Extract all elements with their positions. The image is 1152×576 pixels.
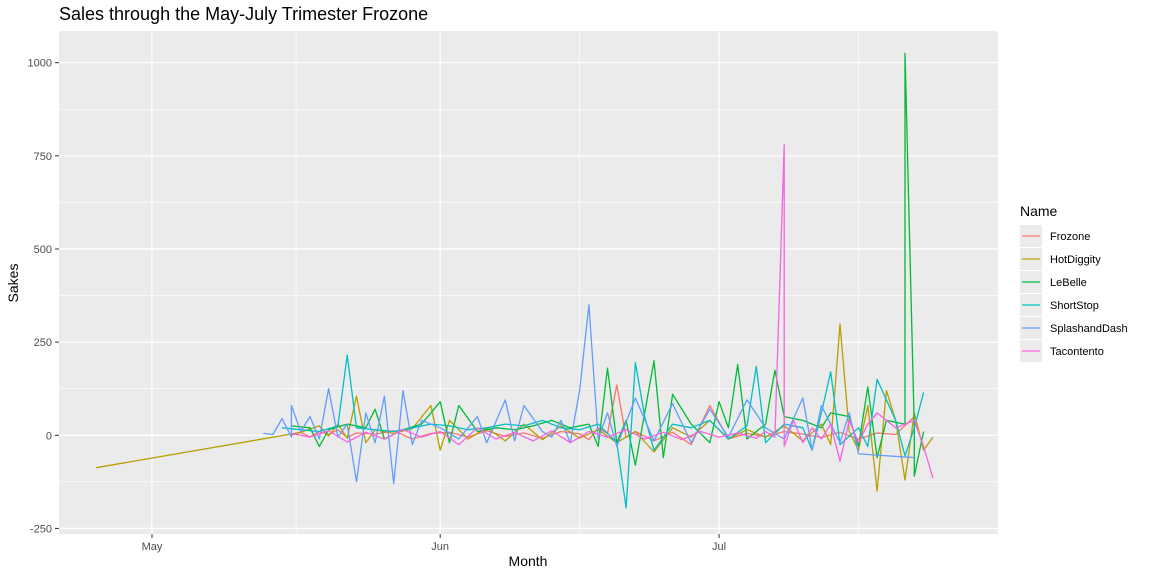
legend: Name Frozone HotDiggity LeBelle ShortStop Sp… [1020, 203, 1128, 362]
chart-title: Sales through the May-July Trimester Fro… [59, 4, 428, 24]
grid-major [59, 31, 998, 534]
legend-item-hotdiggity: HotDiggity [1050, 254, 1101, 266]
y-axis-title: Sakes [5, 264, 21, 303]
x-axis: May Jun Jul [142, 534, 726, 553]
series-line-shortstop [282, 354, 925, 509]
y-tick-label: -250 [30, 523, 52, 535]
x-tick-label: Jul [712, 541, 726, 553]
series-line-tacontento [291, 143, 934, 479]
grid-minor [59, 31, 998, 534]
y-tick-label: 250 [34, 337, 52, 349]
x-axis-title: Month [509, 553, 548, 569]
y-tick-label: 0 [46, 430, 52, 442]
series-line-frozone [291, 384, 915, 446]
plot-panel [59, 31, 998, 534]
legend-item-frozone: Frozone [1050, 231, 1090, 243]
x-tick-label: May [142, 541, 163, 553]
y-axis: -250 0 250 500 750 1000 [28, 58, 59, 535]
y-tick-label: 1000 [28, 58, 52, 70]
legend-title: Name [1020, 203, 1058, 219]
legend-item-lebelle: LeBelle [1050, 277, 1087, 289]
x-tick-label: Jun [431, 541, 449, 553]
legend-item-tacontento: Tacontento [1050, 346, 1104, 358]
legend-item-splashanddash: SplashandDash [1050, 323, 1128, 335]
legend-item-shortstop: ShortStop [1050, 300, 1099, 312]
y-tick-label: 750 [34, 151, 52, 163]
y-tick-label: 500 [34, 244, 52, 256]
series-layer [96, 52, 934, 509]
series-line-splashanddash [263, 304, 915, 485]
